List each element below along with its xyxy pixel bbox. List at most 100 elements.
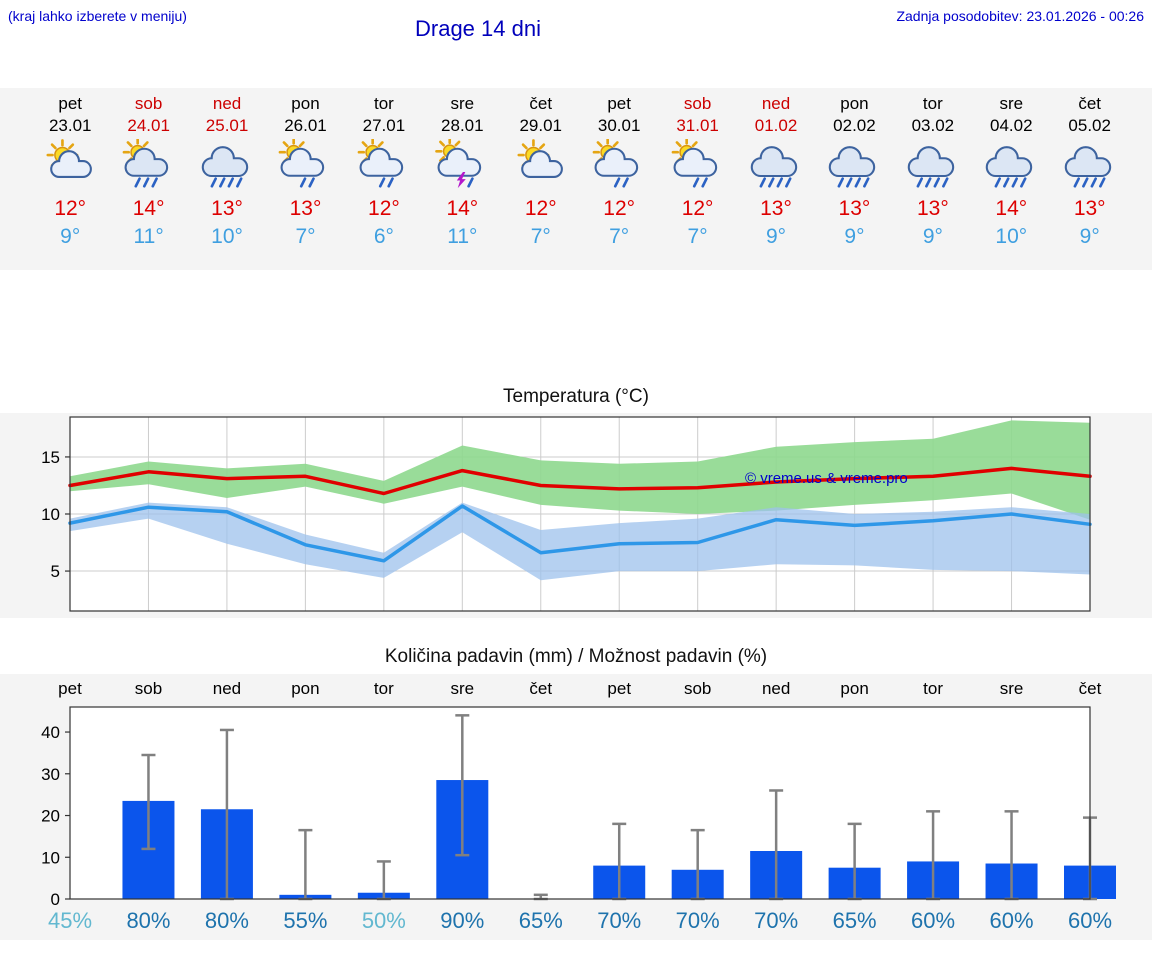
high-temp-label: 12° <box>524 197 557 220</box>
precip-day-label: pon <box>840 679 868 698</box>
min-range-band <box>70 502 1090 581</box>
low-temp-label: 6° <box>373 225 394 248</box>
precip-probability-label: 45% <box>48 908 92 933</box>
max-temp-line <box>68 466 1092 496</box>
precip-probability-label: 70% <box>754 908 798 933</box>
y-tick-label: 40 <box>41 723 60 742</box>
precip-day-label: tor <box>923 679 943 698</box>
day-date-label: 04.02 <box>990 116 1033 135</box>
day-name-label: čet <box>1078 94 1102 113</box>
day-column: čet 05.02 13° 9° <box>1050 88 1128 270</box>
precip-probability-label: 60% <box>1068 908 1112 933</box>
precip-probability-label: 60% <box>911 908 955 933</box>
precip-probability-label: 65% <box>833 908 877 933</box>
high-temp-label: 14° <box>132 197 165 220</box>
max-range-band <box>70 420 1090 520</box>
y-tick-label: 20 <box>41 807 60 826</box>
precipitation-chart-svg: pet sob ned pon tor sre čet pet sob ned pon tor sre č… <box>41 679 1116 933</box>
day-name-label: tor <box>922 94 943 113</box>
high-temp-label: 13° <box>916 197 949 220</box>
y-tick-label: 30 <box>41 765 60 784</box>
low-temp-label: 9° <box>922 225 943 248</box>
day-column: tor 03.02 13° 9° <box>894 88 972 270</box>
precip-probability-label: 70% <box>597 908 641 933</box>
page-title: Drage 14 dni <box>415 16 541 41</box>
temperature-chart-svg: 5 10 15 © vreme.us & vreme.pro <box>41 416 1092 612</box>
precip-day-label: pet <box>58 679 82 698</box>
day-name-label: čet <box>529 94 553 113</box>
low-temp-label: 7° <box>530 225 551 248</box>
day-name-label: pet <box>58 94 83 113</box>
high-temp-label: 12° <box>368 197 400 220</box>
weather-icon-sun-cloud-rain <box>109 137 187 193</box>
precip-probability-label: 80% <box>205 908 249 933</box>
day-column: pon 26.01 13° 7° <box>266 88 344 270</box>
precip-probability-label: 65% <box>519 908 563 933</box>
day-column: pon 02.02 13° 9° <box>815 88 893 270</box>
day-name-label: pet <box>607 94 631 113</box>
precip-day-label: tor <box>374 679 394 698</box>
weather-icon-sun-cloud-storm <box>423 136 501 193</box>
watermark: © vreme.us & vreme.pro <box>745 470 908 487</box>
day-column: sre 04.02 14° 10° <box>972 88 1050 270</box>
day-name-label: sob <box>134 94 163 113</box>
low-temp-label: 9° <box>60 225 81 248</box>
precip-probability-label: 70% <box>676 908 720 933</box>
low-temp-label: 9° <box>844 225 865 248</box>
weather-icon-sun-cloud <box>502 139 580 193</box>
day-column: čet 29.01 12° 7° <box>502 88 580 270</box>
weather-icon-cloud-rain <box>188 139 266 193</box>
day-column: sob 24.01 14° 11° <box>109 88 187 270</box>
low-temp-label: 9° <box>1079 225 1100 248</box>
min-temp-line <box>68 504 1092 563</box>
precip-day-label: sre <box>450 679 474 698</box>
precip-day-label: pet <box>607 679 631 698</box>
high-temp-label: 14° <box>446 197 479 220</box>
day-date-label: 29.01 <box>519 116 563 135</box>
precip-day-label: ned <box>213 679 241 698</box>
weather-icon-cloud-rain <box>815 139 893 193</box>
y-tick-label: 15 <box>41 448 60 467</box>
low-temp-label: 7° <box>609 225 630 248</box>
high-temp-label: 12° <box>603 197 636 220</box>
y-tick-label: 0 <box>51 890 60 909</box>
day-date-label: 03.02 <box>911 116 955 135</box>
weather-icon-sun-cloud-showers <box>580 137 658 193</box>
low-temp-label: 10° <box>995 225 1028 248</box>
high-temp-label: 13° <box>760 197 792 220</box>
day-date-label: 26.01 <box>284 116 327 135</box>
precip-day-label: ned <box>762 679 790 698</box>
precip-probability-label: 55% <box>283 908 327 933</box>
day-name-label: sob <box>683 94 712 113</box>
weather-icon-sun-cloud <box>31 139 109 193</box>
low-temp-label: 11° <box>447 225 478 248</box>
day-date-label: 25.01 <box>205 116 249 135</box>
low-temp-label: 7° <box>295 225 316 248</box>
last-updated-label: Zadnja posodobitev: 23.01.2026 - 00:26 <box>896 8 1144 24</box>
precip-probability-label: 80% <box>126 908 170 933</box>
precip-day-label: sob <box>684 679 711 698</box>
day-column: ned 01.02 13° 9° <box>737 88 815 270</box>
day-column: pet 23.01 12° 9° <box>31 88 109 270</box>
precip-day-label: čet <box>1079 679 1102 698</box>
high-temp-label: 13° <box>1073 197 1106 220</box>
high-temp-label: 12° <box>54 197 87 220</box>
temperature-chart: 5 10 15 © vreme.us & vreme.pro <box>0 413 1152 618</box>
day-date-label: 27.01 <box>362 116 406 135</box>
precip-day-label: sre <box>1000 679 1024 698</box>
day-column: tor 27.01 12° 6° <box>345 88 423 270</box>
high-temp-label: 12° <box>681 197 714 220</box>
temperature-chart-title: Temperatura (°C) <box>503 386 649 407</box>
high-temp-label: 13° <box>211 197 243 220</box>
low-temp-label: 11° <box>133 225 164 248</box>
day-date-label: 30.01 <box>597 116 641 135</box>
day-name-label: tor <box>373 94 394 113</box>
low-temp-label: 10° <box>211 225 243 248</box>
precipitation-chart: pet sob ned pon tor sre čet pet sob ned pon tor sre č… <box>0 674 1152 940</box>
day-column: sre 28.01 14° 11° <box>423 88 501 270</box>
day-name-label: pon <box>840 94 869 113</box>
day-date-label: 01.02 <box>754 116 798 135</box>
y-tick-label: 10 <box>41 505 60 524</box>
day-date-label: 24.01 <box>127 116 170 135</box>
